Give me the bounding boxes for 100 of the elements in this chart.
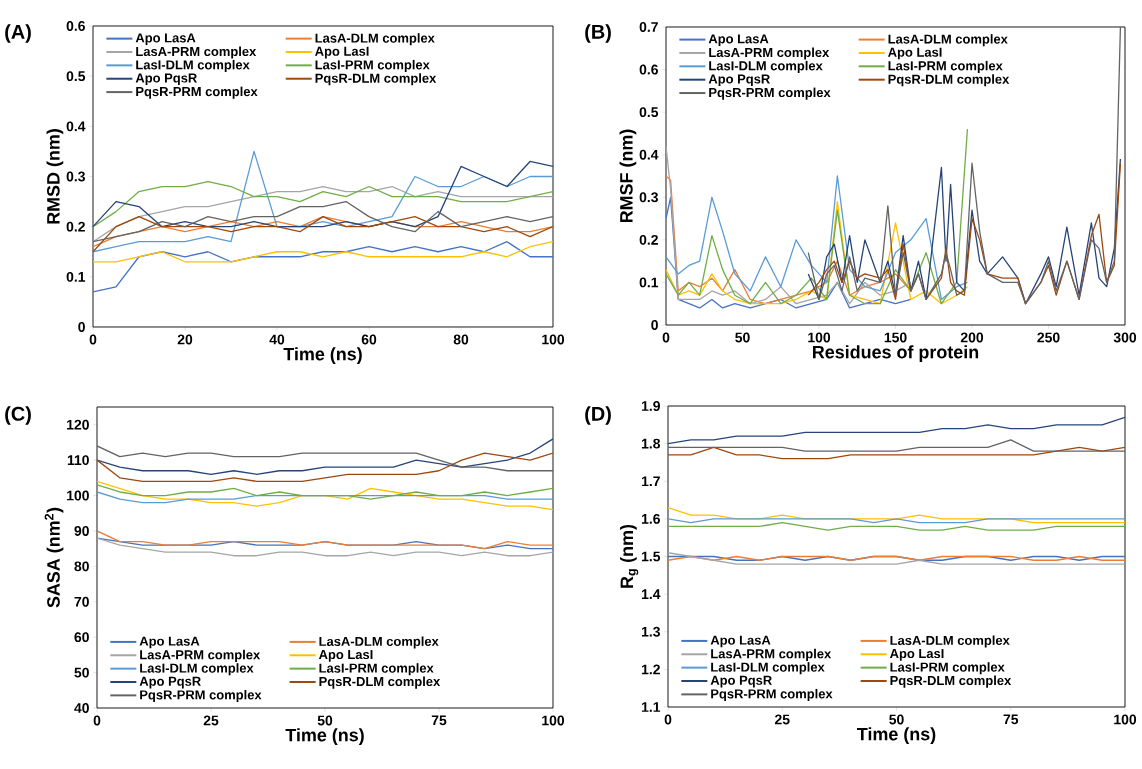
legend-label: LasA-DLM complex: [319, 636, 439, 649]
legend-label: PqsR-PRM complex: [711, 688, 833, 701]
x-tick-label: 0: [93, 715, 101, 726]
legend-label: PqsR-PRM complex: [136, 86, 258, 99]
x-axis-title: Time (ns): [285, 728, 364, 745]
legend-label: PqsR-DLM complex: [888, 74, 1010, 87]
y-tick-label: 90: [74, 525, 89, 536]
x-axis-title: Residues of protein: [813, 345, 979, 362]
y-tick-label: 0.5: [66, 71, 86, 82]
legend-label: LasA-PRM complex: [136, 46, 257, 59]
y-tick-label: 70: [74, 596, 89, 607]
y-axis-title: RMSD (nm): [46, 129, 64, 224]
y-tick-label: 0.6: [639, 64, 658, 75]
x-tick-label: 250: [1037, 332, 1060, 343]
legend-label: LasA-DLM complex: [888, 34, 1008, 47]
y-axis-title: R$_{g}$ (nm): [620, 524, 639, 588]
y-tick-label: 1.1: [641, 702, 661, 712]
legend-label: LasI-PRM complex: [319, 663, 434, 676]
legend-label: LasA-DLM complex: [890, 635, 1010, 648]
y-tick-label: 0.4: [66, 121, 86, 132]
x-tick-label: 0: [664, 714, 672, 725]
text: (B): [585, 24, 611, 43]
text: (A): [5, 24, 31, 43]
y-axis-title: SASA (nm$^{2}$): [44, 507, 64, 608]
x-tick-label: 0: [662, 332, 670, 343]
text: (D): [585, 406, 611, 425]
legend-label: Apo PqsR: [710, 675, 772, 688]
y-tick-label: 1.6: [641, 513, 660, 524]
legend-label: Apo LasI: [888, 47, 942, 60]
y-tick-label: 0.3: [639, 192, 658, 203]
x-tick-label: 40: [269, 334, 285, 345]
y-tick-label: 0.3: [66, 171, 85, 182]
legend-label: LasI-DLM complex: [136, 59, 250, 72]
legend-label: LasI-PRM complex: [890, 662, 1005, 675]
y-tick-label: 80: [74, 561, 89, 572]
x-tick-label: 80: [453, 334, 469, 345]
y-tick-label: 0.6: [66, 21, 85, 31]
x-tick-label: 200: [960, 332, 984, 343]
legend-label: PqsR-PRM complex: [709, 87, 831, 100]
y-tick-label: 1.9: [641, 401, 660, 411]
legend-label: Apo PqsR: [708, 74, 770, 87]
x-tick-label: 50: [317, 715, 333, 726]
y-tick-label: 120: [67, 419, 89, 430]
legend-label: PqsR-PRM complex: [140, 689, 262, 702]
legend-label: LasA-PRM complex: [709, 47, 830, 60]
y-tick-label: 1.5: [641, 551, 661, 562]
x-tick-label: 0: [89, 334, 97, 345]
x-tick-label: 25: [203, 715, 219, 726]
legend-label: LasI-PRM complex: [315, 59, 430, 72]
legend-label: PqsR-DLM complex: [315, 73, 437, 86]
y-tick-label: 0.5: [639, 107, 659, 118]
legend-label: PqsR-DLM complex: [319, 676, 441, 689]
y-axis-title: RMSF (nm): [619, 129, 637, 223]
text: (C): [5, 406, 31, 425]
y-tick-label: 1.2: [641, 664, 660, 675]
x-tick-label: 25: [774, 714, 790, 725]
y-tick-label: 0.1: [66, 271, 86, 282]
y-tick-label: 1.3: [641, 626, 660, 637]
y-tick-label: 1.8: [641, 438, 661, 449]
y-tick-label: 0.1: [639, 277, 659, 288]
y-tick-label: 110: [67, 455, 89, 466]
x-tick-label: 100: [1114, 714, 1137, 725]
legend-label: LasI-PRM complex: [888, 60, 1003, 73]
x-tick-label: 100: [808, 332, 831, 343]
legend-label: LasI-DLM complex: [709, 60, 823, 73]
x-tick-label: 60: [361, 334, 377, 345]
y-tick-label: 0.7: [639, 22, 658, 32]
legend-label: Apo LasI: [315, 46, 369, 59]
x-tick-label: 20: [177, 334, 193, 345]
y-tick-label: 1.4: [641, 589, 661, 599]
y-tick-label: 50: [74, 667, 89, 678]
legend-label: Apo LasI: [889, 649, 944, 661]
y-tick-label: 0: [651, 320, 658, 330]
legend-label: Apo PqsR: [139, 676, 201, 689]
y-tick-label: 0.2: [66, 221, 85, 232]
y-tick-label: 1.7: [641, 476, 660, 487]
legend-label: Apo LasA: [708, 34, 769, 46]
x-tick-label: 75: [1003, 714, 1019, 725]
legend-label: Apo LasI: [318, 650, 373, 662]
x-tick-label: 100: [542, 715, 565, 726]
legend-label: LasA-PRM complex: [140, 649, 261, 662]
legend-label: LasI-DLM complex: [140, 663, 254, 676]
legend-label: PqsR-DLM complex: [890, 675, 1012, 688]
y-tick-label: 40: [74, 703, 89, 713]
x-axis-title: Time (ns): [283, 347, 362, 364]
legend-label: Apo LasA: [135, 33, 196, 46]
y-tick-label: 100: [67, 490, 89, 501]
x-tick-label: 50: [889, 714, 904, 725]
legend-label: Apo LasA: [139, 636, 200, 649]
y-tick-label: 60: [74, 632, 89, 643]
x-tick-label: 300: [1113, 332, 1137, 343]
legend-label: LasA-PRM complex: [711, 648, 832, 661]
y-tick-label: 0.2: [639, 234, 658, 245]
legend-label: Apo PqsR: [135, 73, 197, 86]
x-axis-title: Time (ns): [857, 727, 936, 744]
legend-label: LasA-DLM complex: [315, 33, 435, 46]
x-tick-label: 100: [542, 334, 565, 345]
x-tick-label: 75: [431, 715, 447, 726]
legend-label: LasI-DLM complex: [711, 662, 825, 675]
x-tick-label: 50: [735, 332, 750, 343]
